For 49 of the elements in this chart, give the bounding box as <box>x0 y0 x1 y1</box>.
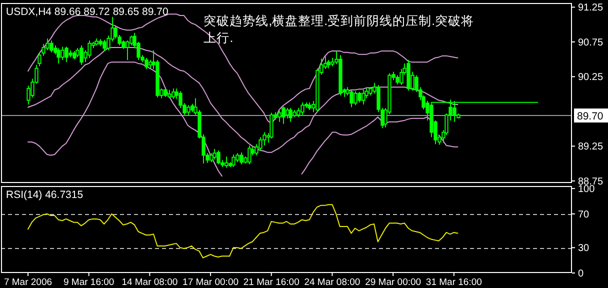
x-tick-label: 17 Mar 00:00 <box>182 277 239 288</box>
candlestick <box>56 48 60 64</box>
x-tick-label: 21 Mar 16:00 <box>243 277 300 288</box>
candlestick <box>60 46 64 60</box>
x-tick-label: 9 Mar 16:00 <box>63 277 114 288</box>
ref-line-label: 89.70 <box>577 110 604 122</box>
candlestick <box>216 150 220 165</box>
x-tick-label: 31 Mar 16:00 <box>426 277 482 288</box>
candlestick <box>224 156 228 168</box>
candlestick <box>354 90 358 106</box>
candlestick <box>102 39 106 52</box>
y-tick-label: 100 <box>578 184 596 196</box>
candlestick <box>80 44 84 66</box>
x-tick-label: 24 Mar 08:00 <box>304 277 360 288</box>
candlestick <box>282 106 286 124</box>
x-tick-label: 7 Mar 2006 <box>4 277 52 288</box>
y-tick-label: 0 <box>578 268 584 280</box>
candlestick <box>144 57 148 70</box>
candlestick <box>64 46 68 63</box>
chart-title: RSI(14) 46.7315 <box>6 189 84 201</box>
candlestick <box>236 152 240 163</box>
candlestick <box>300 102 304 116</box>
chart-title: USDX,H4 89.66 89.72 89.65 89.70 <box>6 6 168 18</box>
y-tick-label: 90.25 <box>578 72 604 84</box>
candlestick <box>50 40 54 53</box>
candlestick <box>248 144 252 165</box>
candlestick <box>270 112 274 140</box>
x-tick-label: 29 Mar 00:00 <box>365 277 422 288</box>
candlestick <box>278 110 282 122</box>
y-tick-label: 70 <box>578 209 590 220</box>
y-tick-label: 30 <box>578 243 590 254</box>
candlestick <box>212 148 216 160</box>
candlestick <box>210 152 214 163</box>
candlestick <box>350 89 354 108</box>
candlestick <box>358 91 362 103</box>
y-tick-label: 91.25 <box>578 2 604 14</box>
candlestick <box>396 74 400 85</box>
candlestick <box>240 152 244 165</box>
candlestick <box>362 89 366 105</box>
y-tick-label: 89.25 <box>578 142 604 153</box>
candlestick <box>186 104 190 116</box>
line-series <box>28 204 458 258</box>
y-tick-label: 90.75 <box>578 37 604 48</box>
candlestick <box>88 40 92 58</box>
candlestick <box>258 136 262 151</box>
candlestick <box>172 88 176 100</box>
candlestick <box>288 107 292 122</box>
candlestick <box>232 154 236 168</box>
x-tick-label: 14 Mar 08:00 <box>122 277 178 288</box>
